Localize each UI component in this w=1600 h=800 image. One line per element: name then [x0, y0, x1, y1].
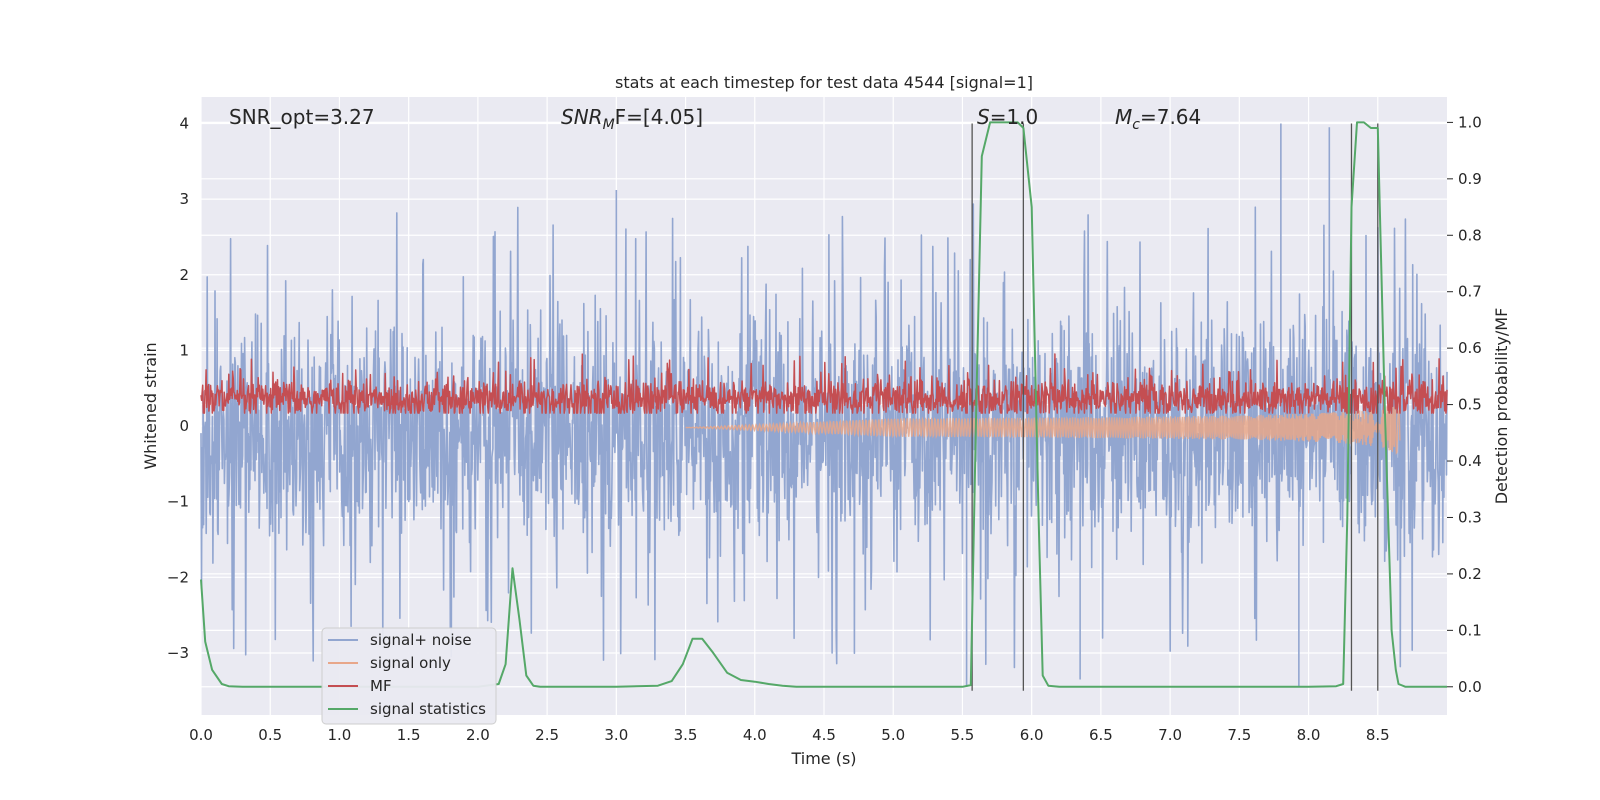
annotation-snr-opt: SNR_opt=3.27 [229, 105, 375, 129]
legend-label-signal-only: signal only [370, 654, 451, 672]
annotation-mc-main: M [1115, 105, 1132, 129]
annotation-snr-mf-main: SNR [561, 105, 603, 129]
series-signal-statistics [200, 121, 1447, 688]
y-left-tick-label-0: 4 [179, 114, 189, 132]
annotation-s: S=1.0 [977, 105, 1038, 129]
y-right-tick-label-6: 0.4 [1458, 452, 1482, 470]
x-axis-label: Time (s) [790, 749, 856, 768]
signal-only-line [685, 403, 1401, 456]
y-right-tick-label-2: 0.8 [1458, 226, 1482, 244]
x-tick-label-3: 1.5 [397, 726, 421, 744]
series-signal-only [685, 403, 1401, 456]
annotation-snr-mf-tail: F=[4.05] [615, 105, 703, 129]
y-right-tick-label-7: 0.3 [1458, 508, 1482, 526]
y-right-tick-label-0: 1.0 [1458, 113, 1482, 131]
y-axis-right-label: Detection probability/MF [1492, 308, 1511, 505]
annotation-s-tail: =1.0 [990, 105, 1039, 129]
legend-label-signal-statistics: signal statistics [370, 700, 486, 718]
chart-title: stats at each timestep for test data 454… [615, 73, 1033, 92]
y-left-tick-label-4: 0 [179, 417, 189, 435]
y-right-tick-label-9: 0.1 [1458, 621, 1482, 639]
y-left-tick-label-1: 3 [179, 190, 189, 208]
x-tick-label-16: 8.0 [1297, 726, 1321, 744]
annotation-mc-tail: =7.64 [1140, 105, 1201, 129]
x-tick-label-4: 2.0 [466, 726, 490, 744]
x-tick-label-10: 5.0 [881, 726, 905, 744]
x-tick-label-9: 4.5 [812, 726, 836, 744]
ticks: 0.0 0.5 1.0 1.5 2.0 2.5 3.0 3.5 4.0 4.5 5.0 5.5 6.0 6… [167, 113, 1482, 744]
x-tick-label-11: 5.5 [951, 726, 975, 744]
y-right-tick-label-4: 0.6 [1458, 339, 1482, 357]
y-axis-left-label: Whitened strain [141, 342, 160, 469]
annotation-s-main: S [977, 105, 990, 129]
x-tick-label-1: 0.5 [258, 726, 282, 744]
x-tick-label-0: 0.0 [189, 726, 213, 744]
y-left-tick-label-3: 1 [179, 341, 189, 359]
annotation-snr-mf-sub: M [603, 117, 615, 133]
signal-statistics-line [200, 121, 1447, 688]
y-right-tick-label-10: 0.0 [1458, 678, 1482, 696]
y-left-tick-label-5: −1 [167, 493, 189, 511]
y-right-tick-label-3: 0.7 [1458, 283, 1482, 301]
x-tick-label-15: 7.5 [1227, 726, 1251, 744]
annotation-mc-sub: c [1132, 117, 1140, 133]
y-left-tick-label-6: −2 [167, 568, 189, 586]
x-tick-label-13: 6.5 [1089, 726, 1113, 744]
series-mf [200, 353, 1448, 414]
y-right-tick-label-8: 0.2 [1458, 565, 1482, 583]
y-left-tick-label-7: −3 [167, 644, 189, 662]
annotation-snr-mf: SNRMF=[4.05] [561, 105, 703, 133]
y-left-tick-label-2: 2 [179, 266, 189, 284]
legend-label-mf: MF [370, 677, 392, 695]
x-tick-label-5: 2.5 [535, 726, 559, 744]
mf-line [200, 353, 1448, 414]
annotation-mc: Mc=7.64 [1115, 105, 1201, 133]
y-right-tick-label-1: 0.9 [1458, 170, 1482, 188]
x-tick-label-17: 8.5 [1366, 726, 1390, 744]
legend-label-signal-noise: signal+ noise [370, 631, 472, 649]
signal-noise-line [200, 203, 1448, 669]
x-tick-label-7: 3.5 [674, 726, 698, 744]
y-right-tick-label-5: 0.5 [1458, 396, 1482, 414]
x-tick-label-12: 6.0 [1020, 726, 1044, 744]
legend-box [321, 627, 497, 725]
x-tick-label-14: 7.0 [1158, 726, 1182, 744]
legend: signal+ noise signal only MF signal stat… [321, 627, 497, 725]
x-tick-label-8: 4.0 [743, 726, 767, 744]
x-tick-label-2: 1.0 [328, 726, 352, 744]
x-tick-label-6: 3.0 [604, 726, 628, 744]
